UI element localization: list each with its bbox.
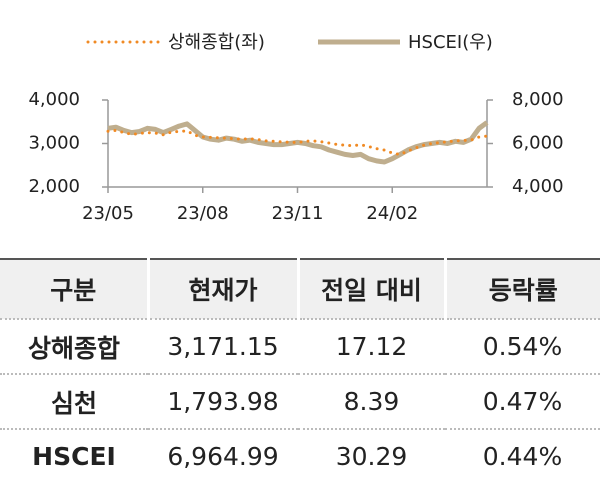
series-line	[106, 128, 489, 156]
header-row: 구분 현재가 전일 대비 등락률	[0, 258, 600, 319]
y2-tick-label: 8,000	[512, 89, 564, 110]
y-tick-label: 2,000	[28, 176, 80, 197]
series-line	[107, 120, 489, 165]
table-row: HSCEI 6,964.99 30.29 0.44%	[0, 428, 600, 483]
table-cell: 1,793.98	[148, 373, 298, 429]
header-cell: 전일 대비	[296, 258, 445, 319]
table-cell: 상해종합	[0, 318, 148, 374]
table-row: 심천 1,793.98 8.39 0.47%	[0, 373, 600, 429]
y-tick-label: 4,000	[28, 89, 80, 110]
table-cell: 6,964.99	[148, 428, 298, 483]
table-cell: 3,171.15	[148, 318, 298, 374]
y2-tick-label: 6,000	[512, 133, 564, 154]
legend-label: 상해종합(좌)	[168, 32, 265, 53]
legend-label: HSCEI(우)	[408, 32, 493, 53]
quote-table: 구분 현재가 전일 대비 등락률 상해종합 3,171.15 17.12 0.54% 심…	[0, 258, 600, 483]
chart: 2,000 3,000 4,000 4,000 6,000 8,000 23/05 23/08…	[28, 32, 564, 224]
table-cell: HSCEI	[0, 428, 148, 483]
table-row: 상해종합 3,171.15 17.12 0.54%	[0, 318, 600, 374]
table-cell: 0.44%	[445, 428, 600, 483]
y2-tick-label: 4,000	[512, 176, 564, 197]
header-cell: 구분	[0, 258, 148, 319]
x-tick-label: 23/05	[82, 203, 134, 224]
table-cell: 30.29	[298, 428, 445, 483]
table-cell: 0.54%	[445, 318, 600, 374]
table-cell: 8.39	[298, 373, 445, 429]
x-tick-label: 23/08	[177, 203, 229, 224]
y-tick-label: 3,000	[28, 133, 80, 154]
x-tick-label: 24/02	[366, 203, 418, 224]
table-cell: 0.47%	[445, 373, 600, 429]
table-body: 상해종합 3,171.15 17.12 0.54% 심천 1,793.98 8.39 0.47…	[0, 318, 600, 483]
header-cell: 현재가	[146, 258, 298, 319]
table-cell: 심천	[0, 373, 148, 429]
header-cell: 등락률	[443, 258, 600, 319]
x-tick-label: 23/11	[272, 203, 324, 224]
table-cell: 17.12	[298, 318, 445, 374]
